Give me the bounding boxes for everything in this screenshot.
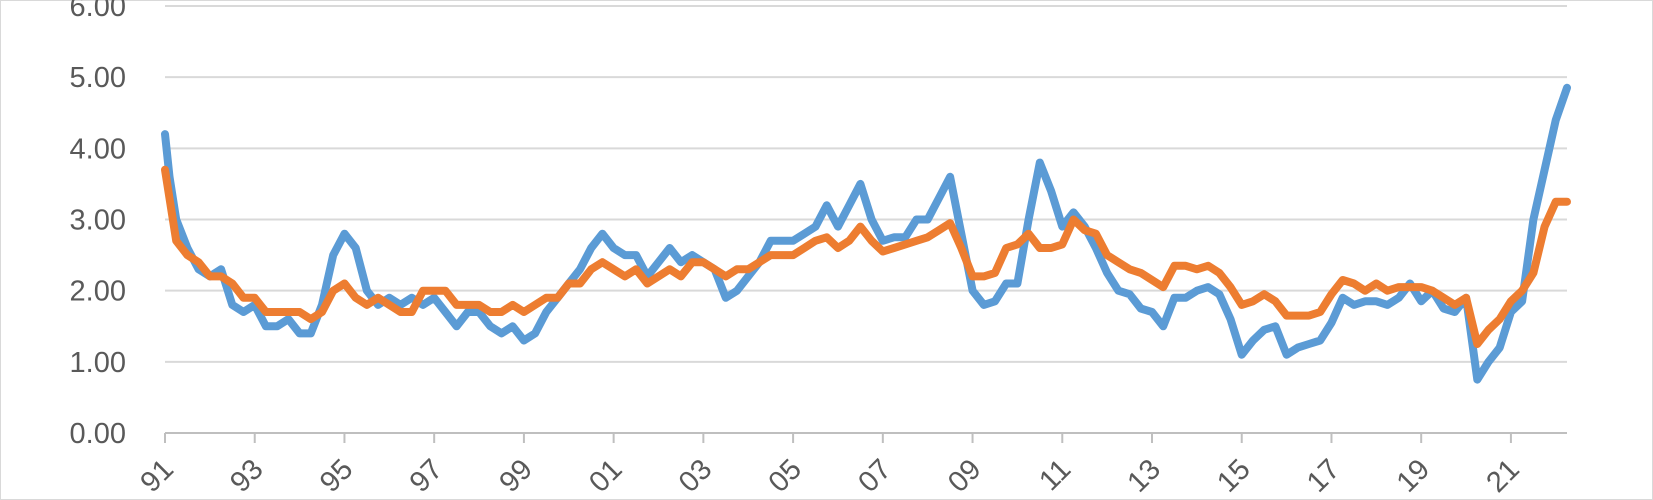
x-tick-label: 01 bbox=[583, 453, 628, 498]
x-axis-tick-labels: 91 93 95 97 99 01 03 05 07 09 11 13 15 17 19 21 bbox=[135, 453, 1526, 498]
x-axis bbox=[164, 432, 1567, 443]
x-tick-label: 19 bbox=[1391, 453, 1436, 498]
y-tick-label: 2.00 bbox=[70, 276, 126, 308]
y-tick-label: 0.00 bbox=[70, 418, 126, 450]
x-tick-label: 03 bbox=[673, 453, 718, 498]
y-tick-label: 4.00 bbox=[70, 133, 126, 165]
x-tick-label: 11 bbox=[1033, 453, 1077, 497]
series-2-line bbox=[161, 165, 1571, 348]
y-tick-label: 1.00 bbox=[70, 347, 126, 379]
x-tick-label: 99 bbox=[493, 453, 538, 498]
y-axis-tick-labels: 0.00 1.00 2.00 3.00 4.00 5.00 6.00 bbox=[70, 0, 126, 450]
x-tick-label: 15 bbox=[1211, 453, 1256, 498]
series-lines bbox=[161, 83, 1571, 384]
y-tick-label: 6.00 bbox=[70, 0, 126, 23]
x-tick-label: 09 bbox=[942, 453, 987, 498]
x-tick-label: 97 bbox=[404, 453, 449, 498]
y-tick-label: 5.00 bbox=[70, 62, 126, 94]
x-tick-label: 13 bbox=[1122, 453, 1167, 498]
y-tick-label: 3.00 bbox=[70, 205, 126, 237]
x-tick-label: 91 bbox=[135, 453, 180, 498]
x-tick-label: 93 bbox=[224, 453, 269, 498]
gridlines bbox=[165, 5, 1567, 363]
x-tick-label: 07 bbox=[852, 453, 897, 498]
x-tick-label: 05 bbox=[763, 453, 808, 498]
x-tick-label: 21 bbox=[1480, 453, 1525, 498]
x-tick-label: 95 bbox=[314, 453, 359, 498]
x-tick-label: 17 bbox=[1301, 453, 1346, 498]
series-1-line bbox=[161, 83, 1571, 384]
